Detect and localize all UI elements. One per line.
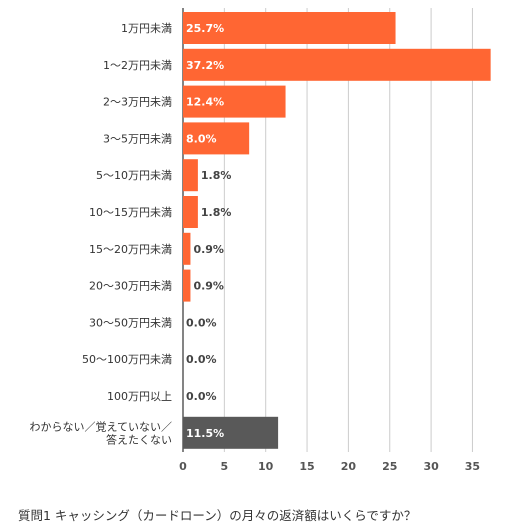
data-label: 11.5% bbox=[186, 427, 224, 440]
category-label: 20〜30万円未満 bbox=[89, 280, 172, 293]
category-label: 50〜100万円未満 bbox=[82, 353, 172, 366]
category-label: わからない／覚えていない／ bbox=[30, 420, 172, 433]
question-caption: 質問1 キャッシング（カードローン）の月々の返済額はいくらですか？ bbox=[18, 508, 417, 523]
data-label: 8.0% bbox=[186, 132, 217, 145]
x-tick-label: 25 bbox=[382, 460, 397, 473]
data-label: 37.2% bbox=[186, 59, 224, 72]
data-label: 1.8% bbox=[201, 169, 232, 182]
category-label: 10〜15万円未満 bbox=[89, 206, 172, 219]
data-label: 0.9% bbox=[193, 280, 224, 293]
data-label: 12.4% bbox=[186, 96, 224, 109]
bar bbox=[183, 48, 491, 81]
data-label: 0.0% bbox=[186, 353, 217, 366]
category-label: 100万円以上 bbox=[107, 390, 172, 403]
category-label: 3〜5万円未満 bbox=[103, 132, 172, 145]
data-label: 0.0% bbox=[186, 316, 217, 329]
category-label: 答えたくない bbox=[106, 432, 172, 446]
grid-lines bbox=[182, 8, 473, 452]
bar bbox=[183, 269, 191, 302]
x-tick-label: 5 bbox=[221, 460, 229, 473]
category-label: 1万円未満 bbox=[121, 22, 172, 35]
data-label: 0.0% bbox=[186, 390, 217, 403]
data-label: 0.9% bbox=[193, 243, 224, 256]
bar bbox=[183, 416, 279, 449]
bar bbox=[183, 122, 250, 155]
data-label: 1.8% bbox=[201, 206, 232, 219]
bar bbox=[183, 85, 286, 118]
bar bbox=[183, 12, 396, 44]
x-tick-label: 30 bbox=[423, 460, 439, 473]
bar bbox=[183, 232, 191, 265]
data-label: 25.7% bbox=[186, 22, 224, 35]
bars bbox=[183, 12, 491, 449]
category-label: 15〜20万円未満 bbox=[89, 243, 172, 256]
x-tick-label: 15 bbox=[299, 460, 314, 473]
bar bbox=[183, 159, 198, 192]
x-tick-label: 10 bbox=[258, 460, 274, 473]
category-label: 5〜10万円未満 bbox=[96, 169, 172, 182]
category-label: 1〜2万円未満 bbox=[103, 59, 172, 72]
x-tick-label: 0 bbox=[179, 460, 187, 473]
category-labels: 1万円未満 1〜2万円未満 2〜3万円未満 3〜5万円未満 5〜10万円未満 10〜15万… bbox=[30, 22, 172, 446]
category-label: 2〜3万円未満 bbox=[103, 96, 172, 109]
x-tick-labels: 0 5 10 15 20 25 30 35 bbox=[179, 460, 480, 473]
x-tick-label: 20 bbox=[341, 460, 357, 473]
category-label: 30〜50万円未満 bbox=[89, 316, 172, 329]
x-tick-label: 35 bbox=[465, 460, 480, 473]
bar-chart: 1万円未満 1〜2万円未満 2〜3万円未満 3〜5万円未満 5〜10万円未満 10〜15万… bbox=[30, 8, 491, 473]
data-labels: 25.7% 37.2% 12.4% 8.0% 1.8% 1.8% 0.9% 0.9% 0.0% 0… bbox=[186, 22, 231, 440]
bar bbox=[183, 196, 198, 228]
